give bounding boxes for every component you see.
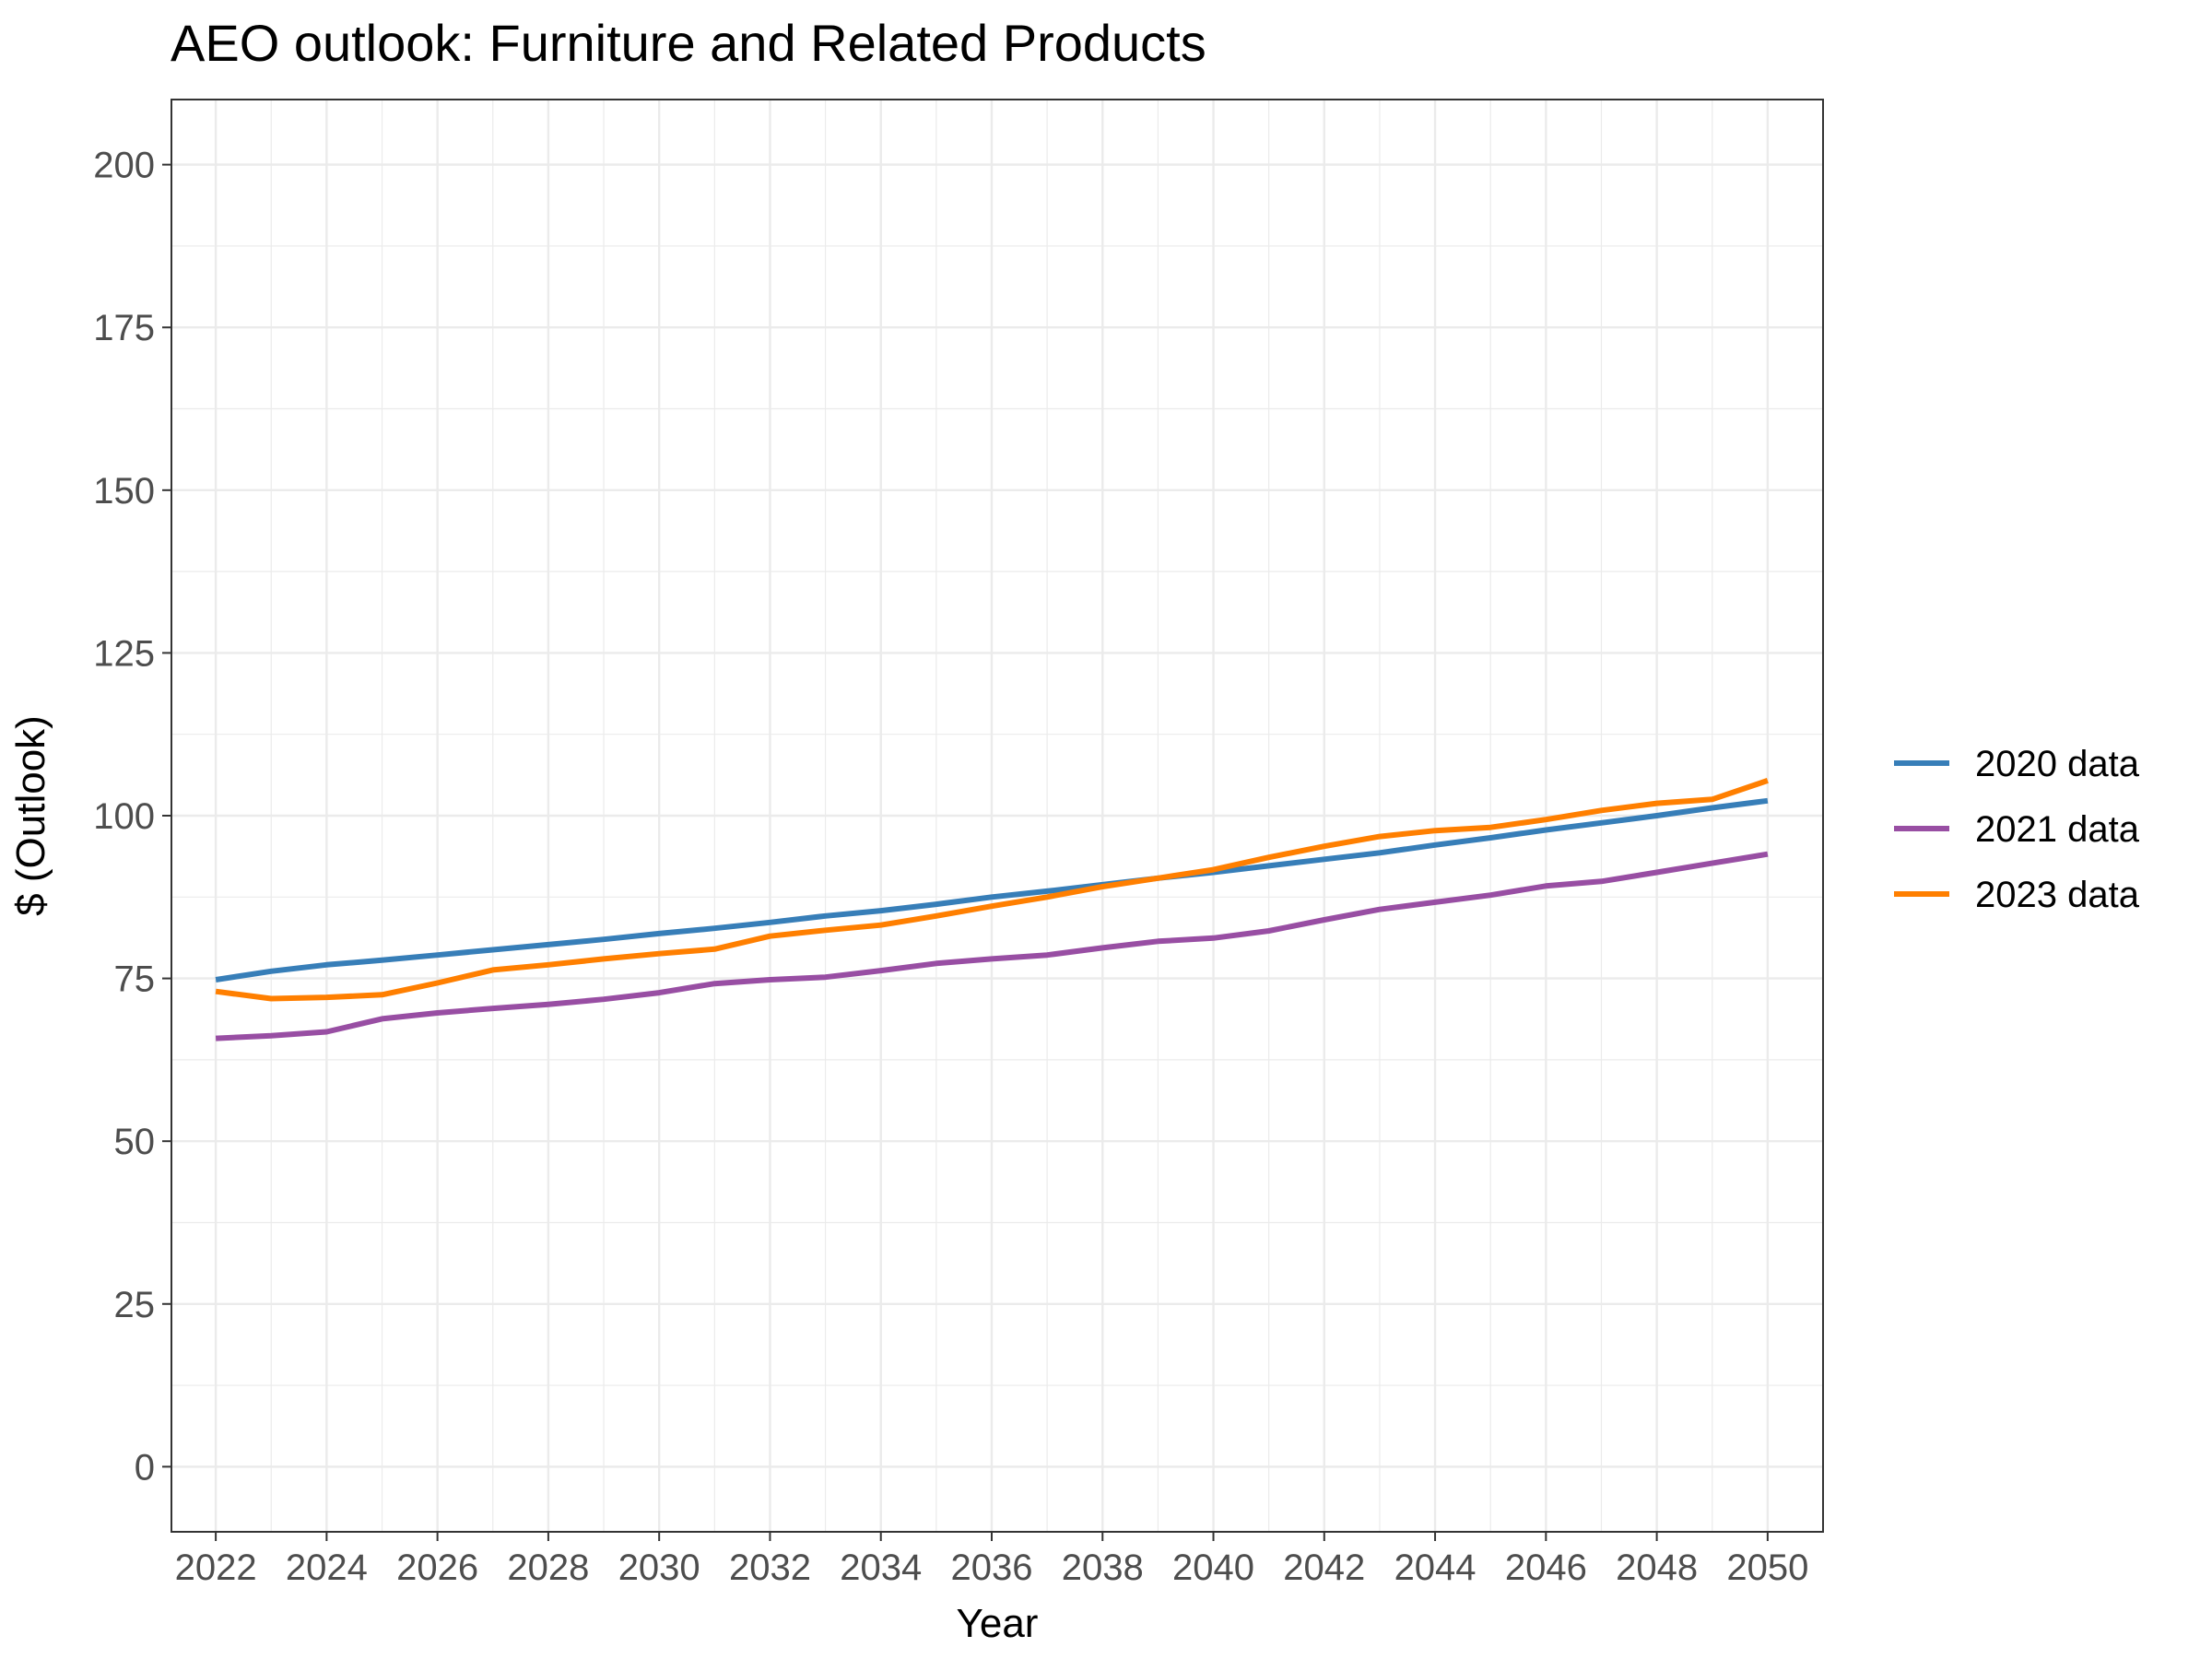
x-tick-label: 2044 — [1394, 1547, 1477, 1588]
legend-label-1: 2020 data — [1975, 744, 2140, 784]
x-axis-title: Year — [957, 1601, 1039, 1646]
legend-label-3: 2023 data — [1975, 875, 2140, 915]
x-tick-label: 2034 — [840, 1547, 922, 1588]
x-tick-label: 2028 — [507, 1547, 589, 1588]
series-line-2 — [215, 851, 1769, 1041]
legend: 2020 data 2021 data 2023 data — [1894, 744, 2140, 915]
y-tick-label: 150 — [93, 471, 155, 512]
y-tick-label: 50 — [114, 1122, 156, 1162]
y-tick-label: 125 — [93, 633, 155, 674]
x-tick-label: 2036 — [950, 1547, 1032, 1588]
x-tick-label: 2032 — [729, 1547, 811, 1588]
x-tick-label: 2048 — [1616, 1547, 1698, 1588]
y-tick-label: 100 — [93, 796, 155, 837]
y-tick-label: 200 — [93, 146, 155, 186]
x-tick-label: 2022 — [175, 1547, 257, 1588]
series-lines — [215, 778, 1769, 1041]
x-axis: 2022 2024 2026 2028 2030 2032 2034 2036 2038 2040… — [175, 1532, 1808, 1588]
x-tick-label: 2026 — [396, 1547, 478, 1588]
series-line-1 — [215, 797, 1769, 982]
y-tick-label: 0 — [135, 1447, 155, 1488]
chart-title: AEO outlook: Furniture and Related Produ… — [171, 14, 1206, 72]
y-tick-label: 75 — [114, 959, 156, 1000]
y-axis-title: $ (Outlook) — [8, 715, 53, 916]
x-tick-label: 2042 — [1283, 1547, 1365, 1588]
x-tick-label: 2038 — [1062, 1547, 1144, 1588]
x-tick-label: 2030 — [618, 1547, 700, 1588]
series-line-3 — [215, 778, 1769, 1002]
y-tick-label: 25 — [114, 1285, 156, 1325]
legend-label-2: 2021 data — [1975, 809, 2140, 850]
x-tick-label: 2040 — [1172, 1547, 1254, 1588]
y-axis: 0 25 50 75 100 125 150 175 200 — [93, 146, 171, 1488]
y-tick-label: 175 — [93, 308, 155, 348]
x-tick-label: 2050 — [1726, 1547, 1808, 1588]
x-tick-label: 2024 — [286, 1547, 368, 1588]
x-tick-label: 2046 — [1505, 1547, 1587, 1588]
